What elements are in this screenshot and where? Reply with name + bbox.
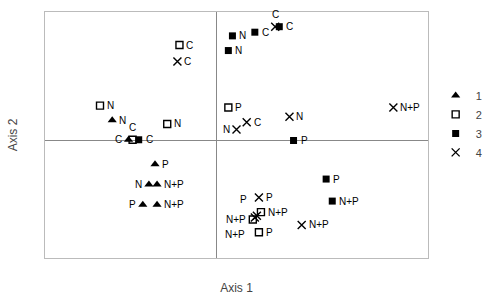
svg-text:P: P [162,159,169,170]
svg-text:P: P [266,192,273,203]
svg-text:N+P: N+P [225,229,245,240]
svg-text:N+P: N+P [309,219,329,230]
svg-text:N+P: N+P [164,179,184,190]
svg-text:N: N [107,100,114,111]
svg-text:N: N [119,115,126,126]
svg-text:P: P [129,199,136,210]
svg-text:P: P [235,102,242,113]
svg-text:N: N [296,111,303,122]
svg-text:P: P [333,174,340,185]
svg-text:Axis 1: Axis 1 [220,281,253,295]
svg-text:C: C [254,117,261,128]
svg-text:N: N [135,179,142,190]
svg-text:C: C [146,134,153,145]
svg-text:3: 3 [476,128,482,140]
svg-text:4: 4 [476,147,482,159]
svg-text:P: P [301,135,308,146]
svg-text:C: C [272,9,279,20]
svg-text:C: C [186,40,193,51]
svg-text:1: 1 [476,90,482,102]
svg-text:N+P: N+P [268,207,288,218]
svg-text:N: N [223,124,230,135]
svg-text:N: N [235,45,242,56]
svg-text:2: 2 [476,109,482,121]
svg-text:P: P [240,194,247,205]
svg-text:C: C [184,56,191,67]
svg-text:C: C [262,27,269,38]
svg-text:N+P: N+P [164,199,184,210]
svg-text:N: N [239,30,246,41]
svg-text:N+P: N+P [226,214,246,225]
svg-text:C: C [286,21,293,32]
svg-text:C: C [129,122,136,133]
svg-text:N+P: N+P [400,102,420,113]
svg-text:P: P [266,227,273,238]
svg-text:N: N [174,118,181,129]
svg-text:C: C [115,134,122,145]
svg-text:N+P: N+P [339,196,359,207]
svg-text:Axis 2: Axis 2 [6,118,20,151]
